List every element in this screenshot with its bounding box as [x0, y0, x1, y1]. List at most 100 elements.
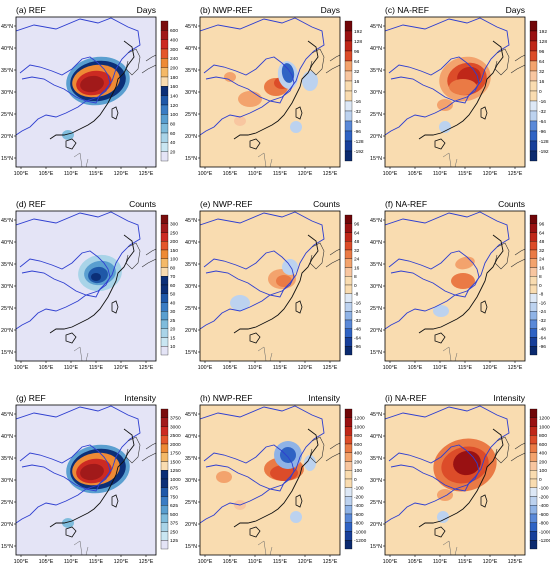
lon-tick-label: 110°E [433, 559, 448, 565]
colorbar-segment [344, 110, 353, 122]
colorbar-tick-label: 875 [170, 486, 178, 492]
china-border [385, 211, 510, 330]
colorbar-segment [344, 40, 353, 52]
panel-label: (g) REF [16, 393, 46, 403]
china-border [16, 17, 141, 136]
colorbar-segment [160, 426, 169, 436]
colorbar-tick-label: -96 [539, 129, 546, 135]
colorbar-segment [344, 20, 353, 32]
colorbar-segment [529, 80, 538, 92]
colorbar-segment [529, 232, 538, 242]
panel-label: (d) REF [16, 199, 46, 209]
colorbar-segment [160, 496, 169, 506]
lon-tick-label: 125°E [508, 559, 523, 565]
colorbar-tick-label: 16 [539, 265, 545, 271]
colorbar-tick-label: 96 [539, 49, 545, 55]
coastline [418, 428, 504, 528]
colorbar-tick-label: 600 [539, 442, 547, 448]
colorbar-tick-label: -32 [539, 109, 546, 115]
lat-tick-label: 25°N [370, 306, 382, 312]
colorbar-tick-label: 24 [354, 257, 360, 263]
panel-variable: Intensity [308, 393, 340, 403]
colorbar-segment [160, 241, 169, 251]
lon-tick-label: 105°E [39, 559, 54, 565]
colorbar-tick-label: 32 [539, 248, 545, 254]
hainan-outline [249, 332, 261, 344]
lon-tick-label: 110°E [433, 171, 448, 177]
colorbar-tick-label: 2000 [170, 442, 181, 448]
colorbar-tick-label: 32 [354, 248, 360, 254]
colorbar-tick-label: 100 [170, 112, 178, 118]
colorbar-segment [344, 496, 353, 506]
colorbar-tick-label: -32 [539, 318, 546, 324]
colorbar-segment [160, 531, 169, 541]
lat-tick-label: 20°N [370, 522, 382, 528]
map-background [200, 211, 340, 361]
basin-border [388, 444, 480, 490]
lon-tick-label: 125°E [508, 171, 523, 177]
colorbar: 3750 3000 2500 2000 1750 1500 1250 1000 875 750 62… [160, 408, 181, 550]
colorbar-segment [344, 478, 353, 488]
colorbar-segment [529, 249, 538, 259]
coastline [418, 40, 504, 140]
colorbar-segment [529, 214, 538, 224]
lat-tick-label: 15°N [185, 350, 197, 356]
shaded-region [304, 455, 316, 471]
colorbar-tick-label: -600 [354, 512, 364, 518]
lat-tick-label: 35°N [185, 456, 197, 462]
colorbar: 300 250 200 150 100 80 70 60 50 40 30 25 20 15 10 [160, 214, 178, 356]
colorbar-tick-label: 192 [539, 29, 547, 35]
lon-tick-label: 115°E [273, 365, 288, 371]
panel-c: (c) NA-REF Days 45°N 40°N 35°N 30°N 25°N 20°N 15… [370, 5, 549, 177]
colorbar-segment [344, 505, 353, 515]
colorbar-segment [344, 337, 353, 347]
panel-variable: Counts [313, 199, 340, 209]
colorbar-segment [160, 223, 169, 233]
colorbar-segment [160, 408, 169, 418]
colorbar: 96 64 48 32 24 16 8 0 -8 -16 -24 -32 -48 -64 -96 [344, 214, 361, 356]
colorbar-tick-label: 2500 [170, 433, 181, 439]
colorbar-tick-label: 100 [170, 257, 178, 263]
sea-border [257, 346, 273, 361]
colorbar-segment [160, 132, 169, 143]
colorbar-tick-label: 128 [354, 39, 362, 45]
colorbar-tick-label: 400 [354, 451, 362, 457]
coastline [233, 428, 319, 528]
lat-tick-label: 30°N [185, 478, 197, 484]
basin-border [19, 250, 111, 296]
colorbar-tick-label: 20 [170, 149, 176, 155]
colorbar-segment [529, 319, 538, 329]
lat-tick-label: 15°N [185, 544, 197, 550]
lat-tick-label: 35°N [1, 68, 13, 74]
colorbar-segment [344, 140, 353, 152]
colorbar-tick-label: -400 [354, 503, 364, 509]
colorbar-segment [529, 426, 538, 436]
colorbar-segment [344, 293, 353, 303]
colorbar-segment [529, 505, 538, 515]
panel-i: (i) NA-REF Intensity 45°N 40°N 35°N 30°N 25°N 2… [370, 393, 550, 565]
lon-tick-label: 115°E [458, 365, 473, 371]
lon-tick-label: 125°E [139, 365, 154, 371]
lat-tick-label: 20°N [1, 328, 13, 334]
colorbar-tick-label: 192 [354, 29, 362, 35]
colorbar-segment [344, 232, 353, 242]
colorbar-tick-label: 80 [170, 265, 176, 271]
colorbar-tick-label: 0 [354, 283, 357, 289]
lat-tick-label: 40°N [370, 46, 382, 52]
sea-border [442, 346, 458, 361]
lat-tick-label: 30°N [185, 90, 197, 96]
lat-tick-label: 40°N [1, 434, 13, 440]
lon-tick-label: 120°E [114, 365, 129, 371]
colorbar-tick-label: 32 [539, 69, 545, 75]
shaded-region [238, 91, 262, 107]
colorbar-segment [344, 120, 353, 132]
shaded-region [91, 273, 101, 281]
lon-tick-label: 125°E [139, 559, 154, 565]
colorbar-segment [160, 142, 169, 152]
taiwan-outline [480, 494, 488, 508]
lon-tick-label: 125°E [323, 559, 338, 565]
colorbar-segment [529, 90, 538, 102]
colorbar-tick-label: -16 [354, 300, 361, 306]
colorbar: 120010008006004002001000-100-200-400-600… [529, 408, 550, 550]
colorbar-segment [160, 67, 169, 78]
